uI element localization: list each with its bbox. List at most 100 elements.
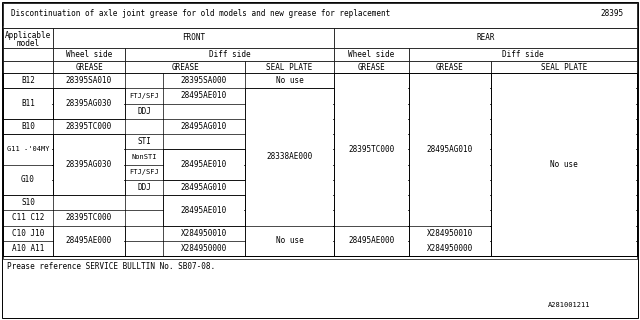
Text: STI: STI xyxy=(137,137,151,146)
Text: 28395TC000: 28395TC000 xyxy=(66,213,112,222)
Bar xyxy=(410,74,490,225)
Text: 28395TC000: 28395TC000 xyxy=(66,122,112,131)
Text: No use: No use xyxy=(276,236,303,245)
Text: DDJ: DDJ xyxy=(137,107,151,116)
Text: Diff side: Diff side xyxy=(502,50,544,59)
Text: 28395TC000: 28395TC000 xyxy=(348,145,395,154)
Text: GREASE: GREASE xyxy=(358,62,385,71)
Bar xyxy=(3,3,637,25)
Text: NonSTI: NonSTI xyxy=(131,154,157,160)
Text: Wheel side: Wheel side xyxy=(348,50,395,59)
Text: 28395AG030: 28395AG030 xyxy=(66,160,112,169)
Bar xyxy=(4,165,52,194)
Bar xyxy=(164,150,244,179)
Bar xyxy=(54,226,124,255)
Text: 28395SA010: 28395SA010 xyxy=(66,76,112,85)
Bar xyxy=(4,135,52,164)
Text: 28495AE010: 28495AE010 xyxy=(181,160,227,169)
Text: A10 A11: A10 A11 xyxy=(12,244,44,253)
Bar xyxy=(53,61,125,73)
Text: B10: B10 xyxy=(21,122,35,131)
Text: Wheel side: Wheel side xyxy=(66,50,112,59)
Bar xyxy=(54,135,124,194)
Bar xyxy=(3,28,53,48)
Text: B12: B12 xyxy=(21,76,35,85)
Text: FTJ/SFJ: FTJ/SFJ xyxy=(129,93,159,99)
Text: G11 -'04MY: G11 -'04MY xyxy=(7,146,49,152)
Text: 28495AE000: 28495AE000 xyxy=(66,236,112,245)
Text: X284950000: X284950000 xyxy=(427,244,473,253)
Text: FTJ/SFJ: FTJ/SFJ xyxy=(129,169,159,175)
Text: A281001211: A281001211 xyxy=(547,302,590,308)
Bar xyxy=(4,89,52,118)
Bar xyxy=(54,89,124,118)
Text: X284950010: X284950010 xyxy=(181,228,227,238)
Bar xyxy=(53,48,125,61)
Bar xyxy=(409,73,491,226)
Bar xyxy=(245,61,334,73)
Bar xyxy=(492,74,636,255)
Text: 28495AG010: 28495AG010 xyxy=(181,122,227,131)
Bar xyxy=(245,226,334,256)
Text: model: model xyxy=(17,38,40,47)
Bar xyxy=(3,61,53,73)
Text: Discontinuation of axle joint grease for old models and new grease for replaceme: Discontinuation of axle joint grease for… xyxy=(11,10,390,19)
Bar xyxy=(125,48,334,61)
Bar xyxy=(245,88,334,226)
Text: X284950000: X284950000 xyxy=(181,244,227,253)
Text: 28495AG010: 28495AG010 xyxy=(181,183,227,192)
Text: 28395AG030: 28395AG030 xyxy=(66,99,112,108)
Bar xyxy=(3,164,53,195)
Bar xyxy=(53,28,334,48)
Text: 28495AE010: 28495AE010 xyxy=(181,92,227,100)
Text: X284950010: X284950010 xyxy=(427,228,473,238)
Bar xyxy=(53,226,125,256)
Text: FRONT: FRONT xyxy=(182,34,205,43)
Text: 28395: 28395 xyxy=(600,10,623,19)
Text: Prease reference SERVICE BULLTIN No. SB07-08.: Prease reference SERVICE BULLTIN No. SB0… xyxy=(7,262,215,271)
Text: GREASE: GREASE xyxy=(171,62,199,71)
Text: 28495AE010: 28495AE010 xyxy=(181,206,227,215)
Text: C10 J10: C10 J10 xyxy=(12,228,44,238)
Text: G10: G10 xyxy=(21,175,35,184)
Text: REAR: REAR xyxy=(476,34,495,43)
Bar xyxy=(164,196,244,225)
Bar xyxy=(409,61,491,73)
Bar xyxy=(246,226,333,255)
Bar xyxy=(246,89,333,225)
Text: 28338AE000: 28338AE000 xyxy=(266,152,312,161)
Bar xyxy=(3,48,53,61)
Bar xyxy=(334,226,409,256)
Bar xyxy=(335,74,408,225)
Text: 28495AE000: 28495AE000 xyxy=(348,236,395,245)
Text: No use: No use xyxy=(276,76,303,85)
Bar xyxy=(409,226,491,256)
Bar xyxy=(334,28,637,48)
Bar xyxy=(3,3,637,259)
Bar xyxy=(3,134,53,164)
Bar xyxy=(3,28,637,256)
Text: C11 C12: C11 C12 xyxy=(12,213,44,222)
Bar xyxy=(334,73,409,226)
Bar xyxy=(334,61,409,73)
Bar xyxy=(125,61,245,73)
Text: SEAL PLATE: SEAL PLATE xyxy=(541,62,587,71)
Text: S10: S10 xyxy=(21,198,35,207)
Text: Diff side: Diff side xyxy=(209,50,250,59)
Bar xyxy=(53,134,125,195)
Bar xyxy=(410,226,490,255)
Bar xyxy=(3,88,53,119)
Bar xyxy=(53,88,125,119)
Bar xyxy=(163,149,245,180)
Text: GREASE: GREASE xyxy=(436,62,464,71)
Text: 28495AG010: 28495AG010 xyxy=(427,145,473,154)
Bar xyxy=(334,48,409,61)
Text: 28395SA000: 28395SA000 xyxy=(181,76,227,85)
Bar xyxy=(491,73,637,256)
Bar xyxy=(491,61,637,73)
Bar xyxy=(409,48,637,61)
Bar xyxy=(163,195,245,226)
Text: B11: B11 xyxy=(21,99,35,108)
Bar xyxy=(335,226,408,255)
Text: DDJ: DDJ xyxy=(137,183,151,192)
